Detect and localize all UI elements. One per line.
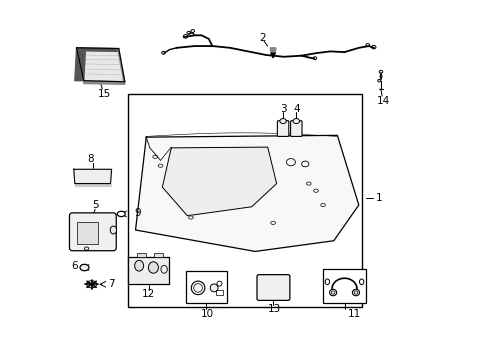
Polygon shape	[270, 53, 275, 58]
Ellipse shape	[110, 226, 116, 234]
Text: 3: 3	[279, 104, 286, 113]
Bar	[137, 253, 146, 257]
Text: 14: 14	[376, 96, 389, 107]
Text: 12: 12	[142, 289, 155, 299]
Bar	[216, 290, 223, 295]
Ellipse shape	[329, 289, 336, 296]
FancyBboxPatch shape	[69, 213, 116, 251]
Text: 5: 5	[92, 200, 98, 210]
Ellipse shape	[292, 118, 299, 123]
Polygon shape	[118, 49, 124, 82]
Text: 2: 2	[259, 33, 265, 43]
Text: 4: 4	[292, 104, 299, 113]
Text: 15: 15	[98, 89, 111, 99]
FancyBboxPatch shape	[277, 121, 288, 136]
Text: 6: 6	[71, 261, 78, 271]
Ellipse shape	[80, 264, 89, 271]
FancyBboxPatch shape	[290, 121, 302, 136]
Polygon shape	[75, 184, 111, 186]
Ellipse shape	[279, 118, 285, 123]
Polygon shape	[77, 48, 124, 82]
Text: 9: 9	[134, 208, 141, 218]
Ellipse shape	[352, 289, 359, 296]
Bar	[128, 94, 362, 307]
Polygon shape	[75, 48, 85, 81]
Polygon shape	[128, 257, 169, 284]
Ellipse shape	[117, 211, 125, 217]
Polygon shape	[162, 147, 276, 216]
Bar	[77, 222, 98, 244]
Ellipse shape	[191, 281, 204, 295]
Ellipse shape	[134, 260, 143, 271]
Polygon shape	[135, 135, 358, 251]
Text: 8: 8	[87, 154, 93, 164]
Polygon shape	[270, 48, 275, 53]
Bar	[154, 253, 163, 257]
Bar	[185, 271, 226, 303]
Text: 1: 1	[375, 193, 382, 203]
Bar	[323, 269, 365, 303]
Polygon shape	[77, 48, 119, 51]
Text: 7: 7	[108, 279, 114, 289]
Text: 13: 13	[267, 304, 280, 314]
Ellipse shape	[210, 284, 218, 292]
FancyBboxPatch shape	[257, 275, 289, 300]
Polygon shape	[83, 81, 124, 84]
Text: 10: 10	[200, 309, 213, 319]
Polygon shape	[74, 169, 111, 184]
Text: 11: 11	[347, 309, 361, 319]
Ellipse shape	[148, 262, 158, 273]
